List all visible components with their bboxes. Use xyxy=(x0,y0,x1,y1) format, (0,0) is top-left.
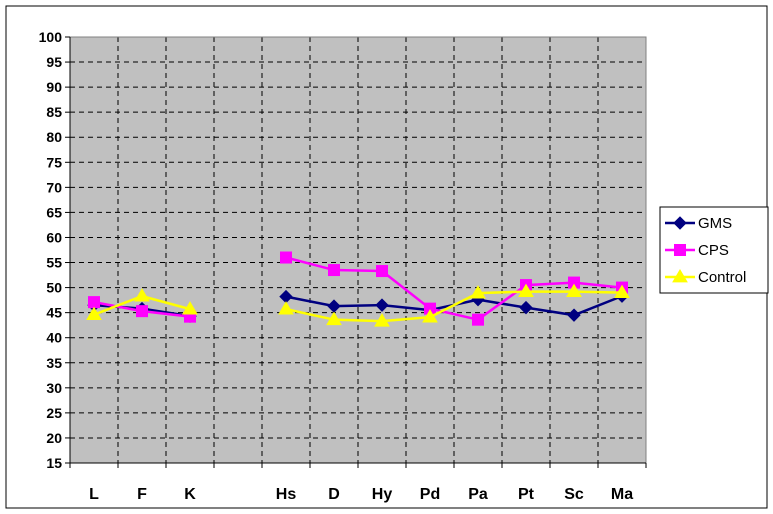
data-point-cps xyxy=(88,296,100,309)
data-point-cps xyxy=(376,265,388,278)
data-point-cps xyxy=(328,264,340,277)
data-point-control xyxy=(374,313,390,327)
plot-area: 15 20 25 30 35 40 45 50 55 60 65 70 75 80 85 90 95 100 L F K… xyxy=(39,29,647,503)
series-line-cps xyxy=(285,256,623,322)
data-point-control xyxy=(566,283,582,297)
y-tick-label: 60 xyxy=(46,229,62,245)
legend-label-cps: CPS xyxy=(698,242,729,259)
data-point-gms xyxy=(567,308,581,322)
x-tick-label: K xyxy=(184,486,196,503)
x-tick-label: D xyxy=(328,486,340,503)
legend-marker-cps xyxy=(674,244,686,256)
y-tick-label: 25 xyxy=(46,405,62,421)
y-tick-label: 40 xyxy=(46,330,62,346)
y-tick-label: 70 xyxy=(46,179,62,195)
x-tick-label: L xyxy=(89,486,99,503)
x-tick-label: Pd xyxy=(420,486,440,503)
data-point-cps xyxy=(280,251,292,264)
y-tick-label: 65 xyxy=(46,204,62,220)
y-tick-label: 90 xyxy=(46,79,62,95)
x-tick-label: Ma xyxy=(611,486,633,503)
y-tick-label: 55 xyxy=(46,255,62,271)
y-tick-label: 85 xyxy=(46,104,62,120)
data-point-control xyxy=(326,311,342,326)
legend: GMS CPS Control xyxy=(659,206,769,294)
data-point-cps xyxy=(472,313,484,326)
data-point-control xyxy=(182,301,198,315)
y-tick-label: 80 xyxy=(46,129,62,145)
data-point-gms xyxy=(375,298,389,312)
x-tick-label: Hs xyxy=(276,486,297,503)
legend-marker-gms xyxy=(673,216,687,230)
data-point-control xyxy=(470,285,486,299)
data-point-control xyxy=(614,284,630,298)
data-point-cps xyxy=(136,305,148,318)
legend-marker-control xyxy=(672,269,688,283)
y-tick-label: 75 xyxy=(46,154,62,170)
x-tick-label: Pa xyxy=(468,486,488,503)
data-point-control xyxy=(134,288,150,302)
y-tick-label: 100 xyxy=(39,29,63,45)
data-point-control xyxy=(518,283,534,297)
data-point-control xyxy=(278,301,294,315)
y-tick-label: 30 xyxy=(46,380,62,396)
legend-label-control: Control xyxy=(698,269,746,286)
y-tick-label: 35 xyxy=(46,355,62,371)
x-tick-label: Pt xyxy=(518,486,535,503)
series-line-control xyxy=(285,290,623,323)
y-tick-label: 95 xyxy=(46,54,62,70)
data-point-gms xyxy=(519,300,533,315)
x-tick-label: F xyxy=(137,486,147,503)
y-tick-label: 45 xyxy=(46,305,62,321)
y-tick-label: 50 xyxy=(46,280,62,296)
x-tick-label: Hy xyxy=(372,486,393,503)
y-tick-label: 15 xyxy=(46,455,62,471)
data-point-control xyxy=(86,306,102,321)
legend-label-gms: GMS xyxy=(698,215,732,232)
x-tick-label: Sc xyxy=(564,486,584,503)
data-point-control xyxy=(422,309,438,323)
y-tick-label: 20 xyxy=(46,430,62,446)
